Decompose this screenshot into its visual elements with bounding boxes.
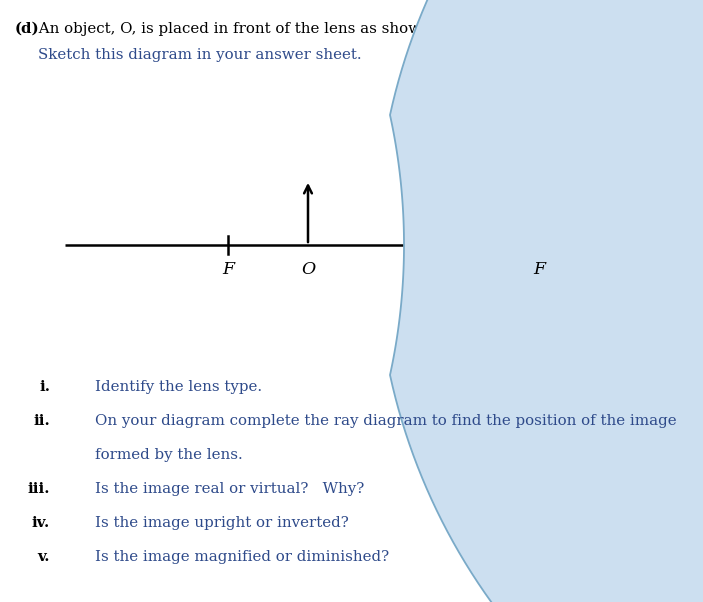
Text: Is the image magnified or diminished?: Is the image magnified or diminished? xyxy=(95,550,389,564)
Text: O: O xyxy=(301,261,315,278)
Text: iv.: iv. xyxy=(32,516,50,530)
Polygon shape xyxy=(390,0,703,602)
Text: Identify the lens type.: Identify the lens type. xyxy=(95,380,262,394)
Text: formed by the lens.: formed by the lens. xyxy=(95,448,243,462)
Text: i.: i. xyxy=(39,380,50,394)
Text: Is the image real or virtual?   Why?: Is the image real or virtual? Why? xyxy=(95,482,364,496)
Text: F: F xyxy=(533,261,545,278)
Text: Sketch this diagram in your answer sheet.: Sketch this diagram in your answer sheet… xyxy=(38,48,361,62)
Text: (d): (d) xyxy=(15,22,39,36)
Text: On your diagram complete the ray diagram to find the position of the image: On your diagram complete the ray diagram… xyxy=(95,414,676,428)
Text: An object, O, is placed in front of the lens as shown in the diagram below.  The: An object, O, is placed in front of the … xyxy=(34,22,703,36)
Text: v.: v. xyxy=(37,550,50,564)
Text: Is the image upright or inverted?: Is the image upright or inverted? xyxy=(95,516,349,530)
Text: iii.: iii. xyxy=(27,482,50,496)
Text: F: F xyxy=(222,261,234,278)
Text: ii.: ii. xyxy=(33,414,50,428)
